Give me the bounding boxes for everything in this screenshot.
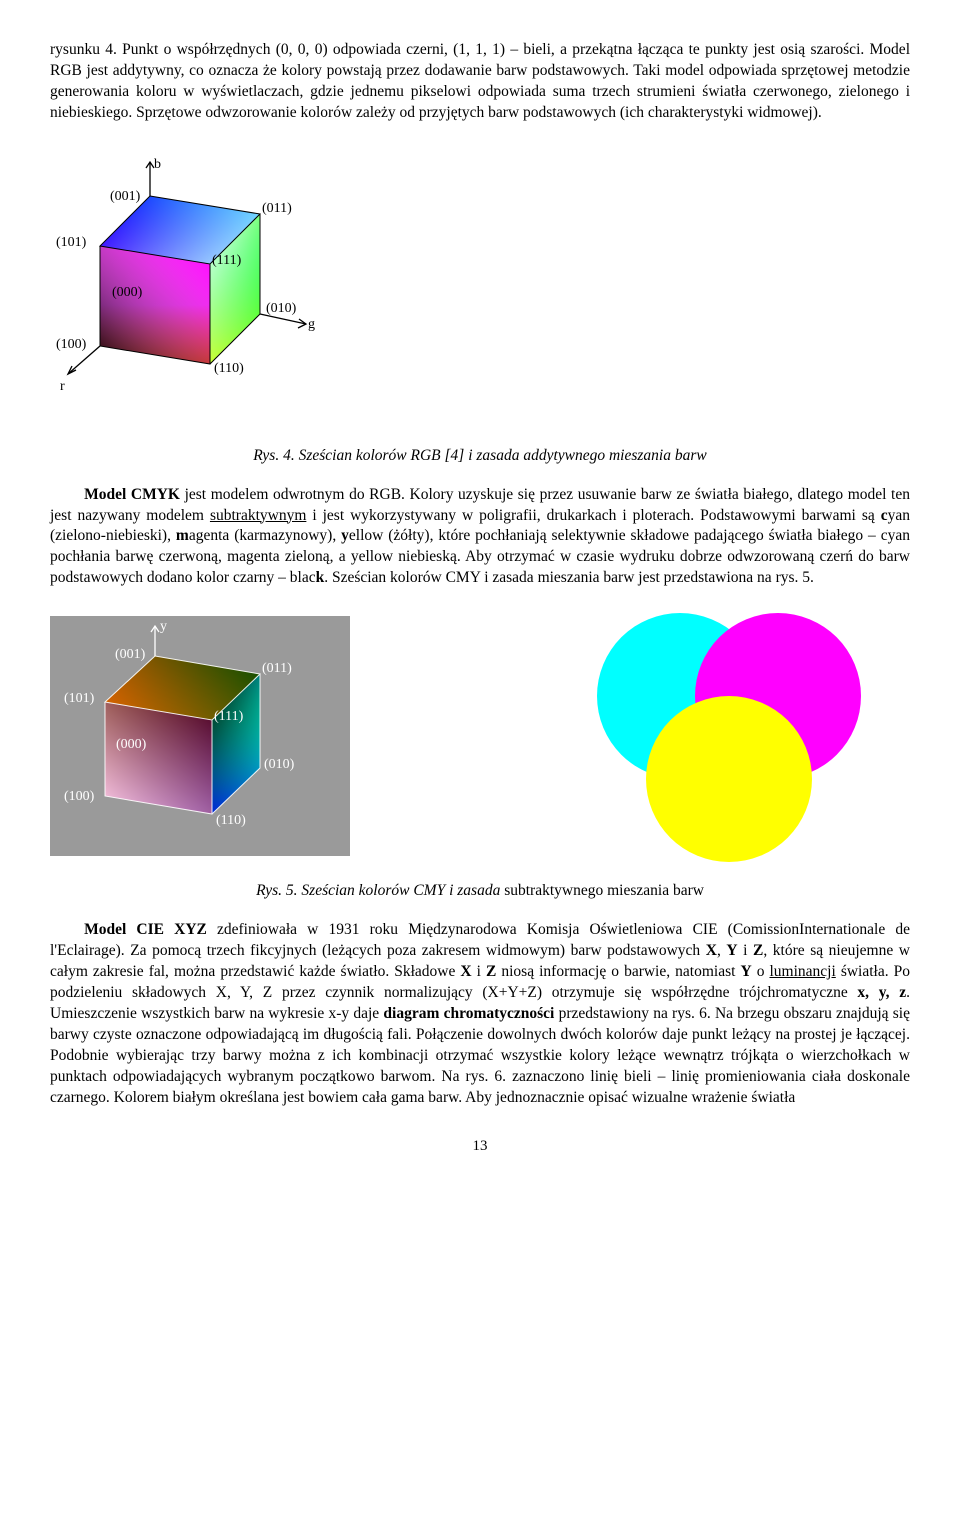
diagram-bold: diagram chromatyczności	[383, 1005, 554, 1022]
lbl-010: (010)	[266, 300, 296, 319]
lbl-100: (100)	[56, 336, 86, 355]
c-010: (010)	[264, 756, 294, 775]
page-number: 13	[50, 1136, 910, 1156]
z2: Z	[486, 963, 496, 980]
t: i	[738, 942, 753, 959]
figure-4-row: b g r (001) (011) (101) (111) (000) (010…	[50, 136, 910, 436]
cmy-venn-diagram	[550, 601, 910, 871]
paragraph-ciexyz: Model CIE XYZ zdefiniowała w 1931 roku M…	[50, 920, 910, 1108]
lbl-001: (001)	[110, 188, 140, 207]
z-bold: Z	[753, 942, 763, 959]
figure-5-row: y (001) (011) (101) (111) (000) (010) (1…	[50, 601, 910, 871]
figure-4-caption: Rys. 4. Sześcian kolorów RGB [4] i zasad…	[50, 446, 910, 467]
x2: X	[460, 963, 471, 980]
figure-5-caption: Rys. 5. Sześcian kolorów CMY i zasada su…	[50, 881, 910, 902]
y2: Y	[740, 963, 751, 980]
lbl-111: (111)	[212, 252, 241, 271]
x-bold: X	[706, 942, 717, 959]
m-bold: m	[176, 527, 189, 544]
lbl-101: (101)	[56, 234, 86, 253]
c-100: (100)	[64, 788, 94, 807]
c-011: (011)	[262, 660, 292, 679]
lbl-110: (110)	[214, 360, 244, 379]
t: niosą informację o barwie, natomiast	[496, 963, 740, 980]
c-110: (110)	[216, 812, 246, 831]
cie-lead: Model CIE XYZ	[84, 921, 207, 938]
luminancji-ul: luminancji	[769, 963, 835, 980]
t: ,	[717, 942, 726, 959]
subtraktywnym-ul: subtraktywnym	[210, 507, 306, 524]
paragraph-cmyk: Model CMYK jest modelem odwrotnym do RGB…	[50, 485, 910, 590]
cmy-cube-diagram: y (001) (011) (101) (111) (000) (010) (1…	[50, 616, 350, 856]
paragraph-rgb: rysunku 4. Punkt o współrzędnych (0, 0, …	[50, 40, 910, 124]
lbl-000: (000)	[112, 284, 142, 303]
t: i jest wykorzystywany w poligrafii, druk…	[306, 507, 880, 524]
cmyk-lead: Model CMYK	[84, 486, 180, 503]
lbl-011: (011)	[262, 200, 292, 219]
axis-b-label: b	[154, 156, 161, 175]
t: o	[752, 963, 770, 980]
c-001: (001)	[115, 646, 145, 665]
cap5b: subtraktywnego mieszania barw	[504, 882, 704, 899]
c-101: (101)	[64, 690, 94, 709]
rgb-cube-diagram: b g r (001) (011) (101) (111) (000) (010…	[50, 156, 350, 416]
y-bold: y	[341, 527, 349, 544]
rgb-venn-diagram	[550, 136, 910, 436]
t: i	[472, 963, 486, 980]
c-111: (111)	[214, 708, 243, 727]
k-bold: k	[316, 569, 325, 586]
t: agenta (karmazynowy),	[189, 527, 341, 544]
t: . Sześcian kolorów CMY i zasada mieszani…	[324, 569, 814, 586]
axis-r-label: r	[60, 378, 65, 397]
y-bold2: Y	[726, 942, 737, 959]
axis-y-label: y	[160, 618, 167, 637]
xyz-bold: x, y, z	[857, 984, 906, 1001]
axis-g-label: g	[308, 316, 315, 335]
c-bold: c	[881, 507, 888, 524]
cap5a: Rys. 5. Sześcian kolorów CMY i zasada	[256, 882, 504, 899]
c-000: (000)	[116, 736, 146, 755]
